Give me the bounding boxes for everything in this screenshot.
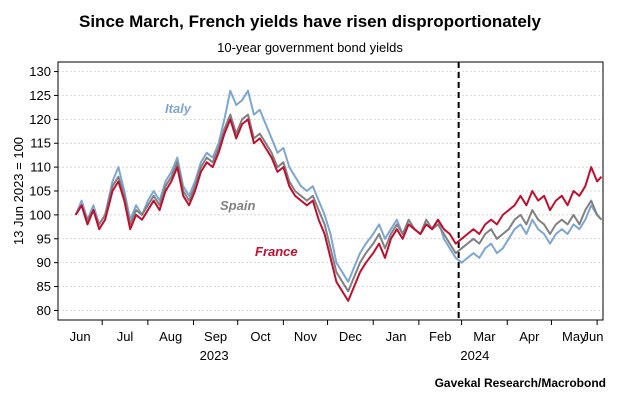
x-tick-label: Aug — [159, 329, 182, 344]
y-tick-label: 110 — [30, 160, 51, 175]
x-tick-label: Oct — [250, 329, 271, 344]
series-line-italy — [74, 89, 603, 283]
y-tick-label: 100 — [29, 207, 51, 222]
x-tick-label: Jul — [117, 329, 134, 344]
x-tick-label: Dec — [339, 329, 363, 344]
x-tick-label: Mar — [473, 329, 496, 344]
gridlines — [58, 71, 603, 311]
series-label-italy: Italy — [165, 101, 192, 116]
series-label-france: France — [255, 244, 298, 259]
y-axis-ticks: 80 85 90 95 100 105 110 115 120 125 130 — [29, 64, 58, 318]
x-tick-label: Sep — [204, 329, 227, 344]
y-tick-label: 125 — [29, 88, 51, 103]
chart-subtitle: 10-year government bond yields — [217, 40, 403, 55]
x-tick-label: May — [562, 329, 587, 344]
x-year-label: 2024 — [460, 348, 489, 363]
x-tick-label: Apr — [519, 329, 540, 344]
series-line-france — [74, 118, 603, 302]
y-tick-label: 120 — [29, 112, 51, 127]
y-tick-label: 85 — [37, 279, 51, 294]
y-tick-label: 80 — [37, 303, 51, 318]
series-lines — [74, 89, 603, 302]
y-axis-label: 13 Jun 2023 = 100 — [11, 137, 26, 245]
y-tick-label: 95 — [37, 231, 51, 246]
x-tick-label: Jun — [70, 329, 91, 344]
y-tick-label: 105 — [29, 184, 51, 199]
y-tick-label: 90 — [37, 255, 51, 270]
source-note: Gavekal Research/Macrobond — [435, 376, 606, 390]
chart-title: Since March, French yields have risen di… — [79, 12, 542, 31]
plot-frame — [57, 61, 604, 321]
series-label-spain: Spain — [220, 198, 255, 213]
y-tick-label: 130 — [29, 64, 51, 79]
x-tick-label: Feb — [429, 329, 451, 344]
y-tick-label: 115 — [30, 136, 51, 151]
x-tick-label: Nov — [294, 329, 318, 344]
x-year-label: 2023 — [200, 348, 229, 363]
x-tick-label: Jan — [386, 329, 407, 344]
series-line-spain — [74, 113, 603, 293]
x-axis-ticks: Jun Jul Aug Sep Oct Nov Dec Jan Feb Mar Apr MayJun2… — [70, 320, 604, 363]
x-tick-label: Jun — [583, 329, 604, 344]
